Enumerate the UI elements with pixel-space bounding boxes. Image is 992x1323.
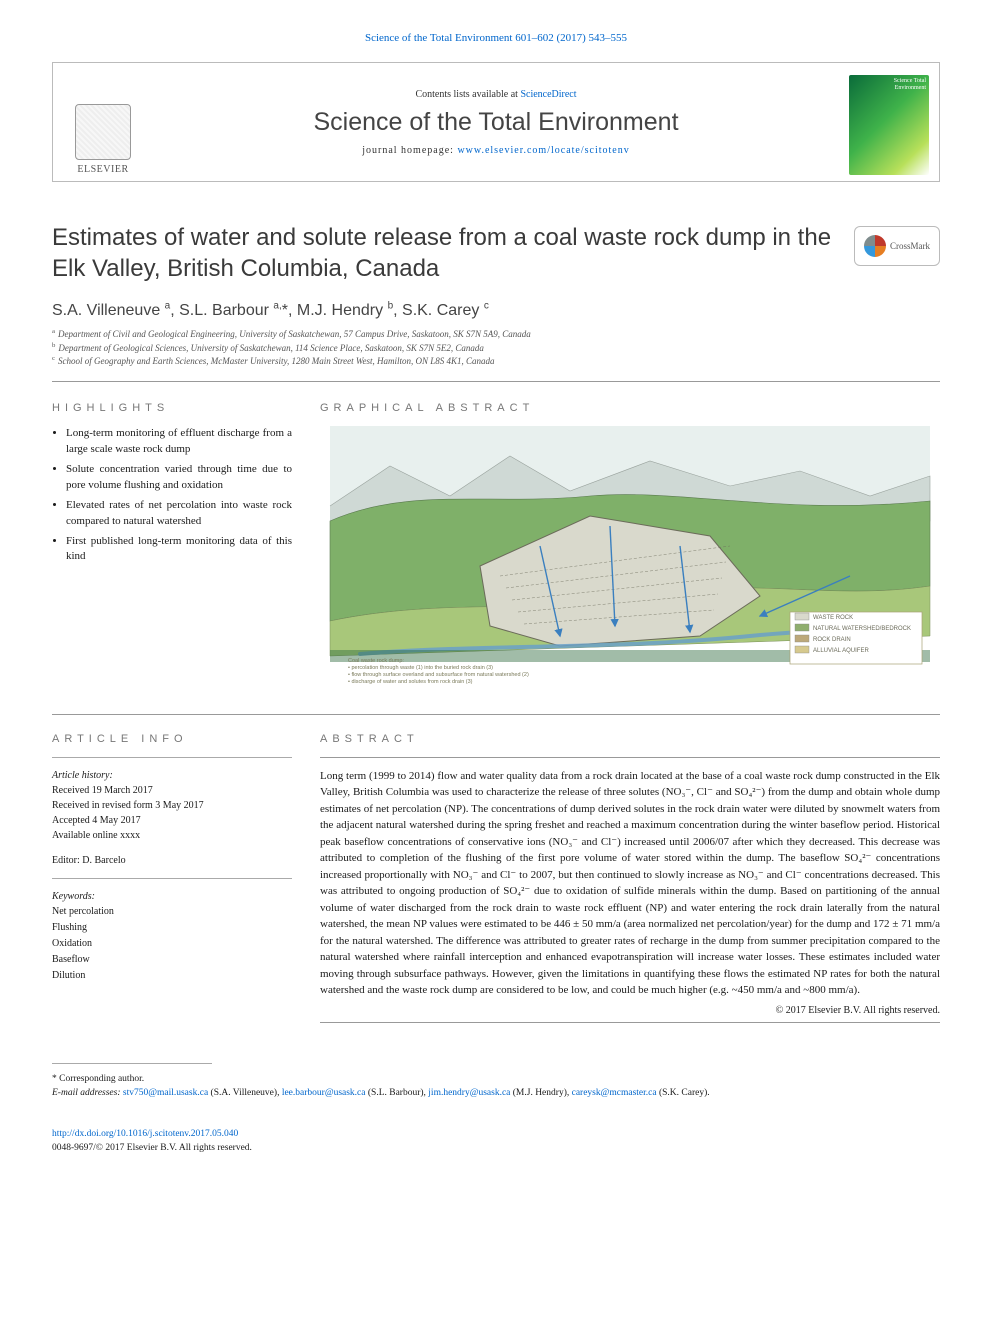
emails-prefix: E-mail addresses: <box>52 1088 123 1098</box>
footnote-separator <box>52 1063 212 1064</box>
graphical-abstract-figure: Coal waste rock dump:• percolation throu… <box>320 426 940 684</box>
banner-center: Contents lists available at ScienceDirec… <box>153 63 839 181</box>
corresp-star: * <box>52 1074 57 1084</box>
svg-text:• percolation through waste (1: • percolation through waste (1) into the… <box>348 665 493 671</box>
affiliation-line: aDepartment of Civil and Geological Engi… <box>52 328 940 342</box>
corresp-label: Corresponding author. <box>59 1074 144 1084</box>
abstract-section: ABSTRACT Long term (1999 to 2014) flow a… <box>320 733 940 1023</box>
crossmark-badge[interactable]: CrossMark <box>854 226 940 266</box>
author-email-link[interactable]: lee.barbour@usask.ca <box>282 1088 366 1098</box>
journal-cover-thumb <box>849 75 929 175</box>
keywords-list: Net percolationFlushingOxidationBaseflow… <box>52 904 292 984</box>
graphical-abstract-section: GRAPHICAL ABSTRACT Coal waste rock dump:… <box>320 402 940 684</box>
svg-text:ROCK DRAIN: ROCK DRAIN <box>813 637 851 643</box>
crossmark-icon <box>864 235 886 257</box>
highlights-heading: HIGHLIGHTS <box>52 402 292 414</box>
history-online: Available online xxxx <box>52 828 292 843</box>
sciencedirect-link[interactable]: ScienceDirect <box>520 89 576 100</box>
abstract-text: Long term (1999 to 2014) flow and water … <box>320 768 940 999</box>
history-revised: Received in revised form 3 May 2017 <box>52 798 292 813</box>
journal-homepage-link[interactable]: www.elsevier.com/locate/scitotenv <box>457 145 629 156</box>
homepage-prefix: journal homepage: <box>362 145 457 156</box>
emails-list: stv750@mail.usask.ca (S.A. Villeneuve), … <box>123 1088 710 1098</box>
affiliation-line: bDepartment of Geological Sciences, Univ… <box>52 342 940 356</box>
journal-title: Science of the Total Environment <box>313 108 678 137</box>
elsevier-tree-icon <box>75 104 131 160</box>
doi-link[interactable]: http://dx.doi.org/10.1016/j.scitotenv.20… <box>52 1129 238 1139</box>
article-info-heading: ARTICLE INFO <box>52 733 292 745</box>
keyword-item: Net percolation <box>52 904 292 920</box>
corresponding-footnote: * Corresponding author. E-mail addresses… <box>52 1072 940 1101</box>
highlights-list: Long-term monitoring of effluent dischar… <box>52 426 292 566</box>
keyword-item: Oxidation <box>52 936 292 952</box>
affiliation-line: cSchool of Geography and Earth Sciences,… <box>52 355 940 369</box>
affiliations-block: aDepartment of Civil and Geological Engi… <box>52 328 940 382</box>
elsevier-logo: ELSEVIER <box>63 85 143 175</box>
svg-text:NATURAL WATERSHED/BEDROCK: NATURAL WATERSHED/BEDROCK <box>813 626 911 632</box>
highlight-item: Long-term monitoring of effluent dischar… <box>66 426 292 458</box>
keyword-item: Dilution <box>52 968 292 984</box>
highlight-item: Solute concentration varied through time… <box>66 462 292 494</box>
history-label: Article history: <box>52 768 292 783</box>
highlights-section: HIGHLIGHTS Long-term monitoring of efflu… <box>52 402 292 570</box>
article-title: Estimates of water and solute release fr… <box>52 222 834 284</box>
contents-list-line: Contents lists available at ScienceDirec… <box>415 89 576 100</box>
copyright-line: © 2017 Elsevier B.V. All rights reserved… <box>320 1005 940 1016</box>
elsevier-wordmark: ELSEVIER <box>77 164 128 175</box>
keywords-label: Keywords: <box>52 889 292 904</box>
svg-text:ALLUVIAL AQUIFER: ALLUVIAL AQUIFER <box>813 648 869 654</box>
publisher-cell: ELSEVIER <box>53 63 153 181</box>
author-email-link[interactable]: stv750@mail.usask.ca <box>123 1088 208 1098</box>
author-list: S.A. Villeneuve a, S.L. Barbour a,*, M.J… <box>52 302 940 320</box>
author-email-link[interactable]: jim.hendry@usask.ca <box>428 1088 510 1098</box>
bottom-block: http://dx.doi.org/10.1016/j.scitotenv.20… <box>52 1128 940 1155</box>
author-email-link[interactable]: careysk@mcmaster.ca <box>572 1088 657 1098</box>
header-citation-link[interactable]: Science of the Total Environment 601–602… <box>365 32 627 44</box>
journal-banner: ELSEVIER Contents lists available at Sci… <box>52 62 940 182</box>
abstract-heading: ABSTRACT <box>320 733 940 745</box>
svg-text:Coal waste rock dump:: Coal waste rock dump: <box>348 658 404 664</box>
journal-homepage-line: journal homepage: www.elsevier.com/locat… <box>362 145 630 156</box>
graphical-abstract-heading: GRAPHICAL ABSTRACT <box>320 402 940 414</box>
svg-text:• discharge of water and solut: • discharge of water and solutes from ro… <box>348 679 473 684</box>
crossmark-label: CrossMark <box>890 241 930 251</box>
highlight-item: First published long-term monitoring dat… <box>66 534 292 566</box>
highlight-item: Elevated rates of net percolation into w… <box>66 498 292 530</box>
svg-text:• flow through surface overlan: • flow through surface overland and subs… <box>348 672 529 678</box>
cover-cell <box>839 63 939 181</box>
header-citation: Science of the Total Environment 601–602… <box>52 32 940 44</box>
editor-line: Editor: D. Barcelo <box>52 853 292 868</box>
history-received: Received 19 March 2017 <box>52 783 292 798</box>
history-accepted: Accepted 4 May 2017 <box>52 813 292 828</box>
keyword-item: Baseflow <box>52 952 292 968</box>
svg-text:WASTE ROCK: WASTE ROCK <box>813 615 853 621</box>
article-info-section: ARTICLE INFO Article history: Received 1… <box>52 733 292 984</box>
keyword-item: Flushing <box>52 920 292 936</box>
issn-copyright-line: 0048-9697/© 2017 Elsevier B.V. All right… <box>52 1143 252 1153</box>
contents-prefix: Contents lists available at <box>415 89 520 100</box>
